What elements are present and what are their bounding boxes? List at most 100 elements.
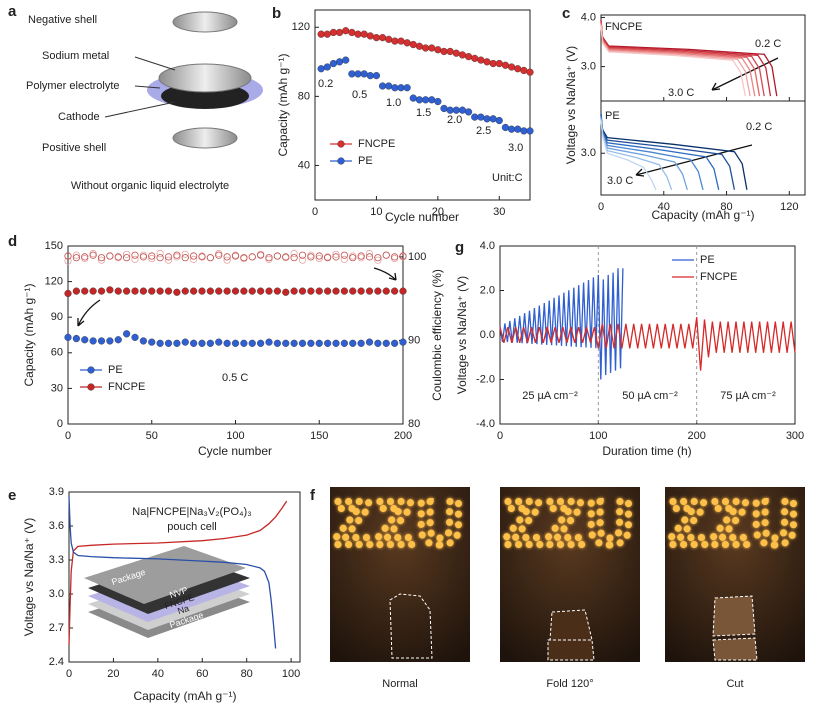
point — [190, 252, 198, 260]
point — [421, 44, 430, 52]
point — [357, 287, 365, 295]
point — [156, 254, 164, 262]
point — [428, 96, 436, 104]
point — [315, 287, 323, 295]
led-sign: ZZU — [669, 489, 802, 558]
leader — [134, 56, 176, 71]
point — [307, 251, 315, 259]
annotation: 25 µA cm⁻² — [522, 390, 578, 402]
point — [335, 28, 344, 37]
point — [349, 254, 357, 262]
series-line — [68, 496, 277, 649]
point — [223, 256, 231, 264]
annotation: 0.5 — [352, 89, 367, 101]
point — [265, 254, 273, 262]
negative-shell — [172, 11, 238, 33]
point — [240, 254, 248, 262]
series-line — [600, 24, 751, 97]
point — [507, 63, 516, 71]
point — [131, 251, 139, 259]
point — [403, 39, 411, 47]
point — [72, 254, 80, 262]
point — [315, 339, 323, 347]
legend-marker — [87, 383, 95, 391]
annotation: 3.0 C — [668, 87, 694, 99]
point — [415, 96, 424, 104]
series-line — [600, 25, 747, 97]
point — [97, 287, 106, 295]
point — [64, 252, 72, 260]
point — [106, 286, 114, 294]
y-tick-label: -2.0 — [476, 373, 495, 385]
layer — [84, 546, 246, 604]
point — [89, 287, 97, 295]
point — [372, 34, 381, 42]
point — [298, 287, 307, 295]
point — [265, 255, 273, 263]
caption: Without organic liquid electrolyte — [71, 180, 229, 192]
point — [298, 256, 307, 264]
photo-caption: Cut — [726, 678, 743, 690]
point — [206, 287, 214, 295]
panel-letter: f — [310, 487, 316, 504]
point — [446, 106, 454, 114]
point — [354, 30, 362, 38]
plot-frame — [600, 100, 806, 196]
label: Positive shell — [42, 142, 106, 154]
x-tick-label: 30 — [493, 206, 505, 218]
x-tick-label: 0 — [598, 201, 604, 213]
x-tick-label: 200 — [687, 430, 705, 442]
point — [72, 287, 80, 295]
x-tick-label: 0 — [312, 206, 318, 218]
point — [131, 333, 139, 341]
point — [507, 125, 516, 133]
y-tick-label: 0.0 — [480, 329, 495, 341]
arrow — [373, 267, 397, 281]
sodium-metal — [158, 63, 252, 93]
x-axis-label: Capacity (mAh g⁻¹) — [651, 208, 754, 222]
point — [385, 35, 393, 43]
y-tick-label: 3.0 — [581, 61, 596, 73]
point — [489, 59, 497, 68]
point — [332, 253, 340, 261]
leader — [104, 101, 176, 118]
point — [231, 287, 240, 295]
y-tick-label: 3.0 — [581, 147, 596, 159]
point — [223, 287, 231, 295]
legend-label: FNCPE — [358, 138, 395, 150]
y-tick-label: 2.4 — [49, 656, 64, 668]
y-tick-label: 80 — [298, 90, 310, 102]
point — [156, 287, 164, 295]
point — [446, 47, 454, 56]
legend-label: PE — [108, 364, 123, 376]
annotation: 0.2 C — [755, 38, 781, 50]
point — [342, 56, 350, 64]
photos: f ZZU ZZU ZZU Normal Fold 120° Cut — [310, 486, 805, 690]
point — [81, 254, 89, 263]
point — [501, 61, 510, 69]
panel-letter: d — [8, 233, 17, 250]
point — [317, 65, 325, 73]
annotation: 2.5 — [476, 125, 491, 137]
point — [520, 66, 528, 75]
point — [64, 333, 72, 341]
x-tick-label: 80 — [241, 668, 253, 680]
point — [360, 70, 368, 78]
point — [190, 255, 198, 263]
point — [324, 339, 332, 347]
point — [421, 96, 430, 104]
point — [265, 338, 273, 346]
point — [324, 254, 332, 262]
point — [89, 251, 97, 259]
plot-frame — [67, 245, 404, 425]
point — [348, 70, 356, 78]
panel-letter: b — [272, 5, 281, 22]
cell-outline — [389, 593, 433, 659]
point — [374, 256, 382, 264]
annotation: 0.2 — [318, 78, 333, 90]
series-line — [68, 500, 288, 646]
series-line — [499, 317, 796, 371]
point — [378, 34, 387, 42]
point — [458, 51, 467, 59]
legend-label: FNCPE — [700, 271, 737, 283]
